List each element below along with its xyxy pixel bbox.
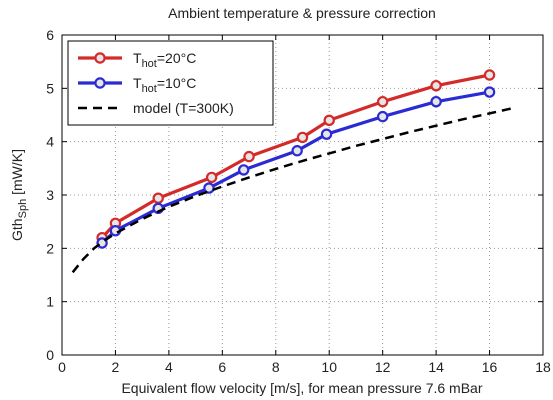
chart-title: Ambient temperature & pressure correctio… <box>168 5 436 21</box>
legend-label-rest: =10°C <box>157 75 196 91</box>
legend-label-0: Thot=20°C <box>133 50 196 70</box>
plot-area <box>61 34 544 356</box>
y-axis-label: GthSph [mW/K] <box>9 149 29 241</box>
legend-label-1: Thot=10°C <box>133 75 196 95</box>
x-tick-label: 10 <box>321 359 337 375</box>
series-point-0 <box>430 79 442 92</box>
series-point-1 <box>320 128 333 140</box>
x-tick-label: 14 <box>428 359 444 375</box>
y-axis-label-main: Gth <box>9 218 25 241</box>
y-axis-label-unit: [mW/K] <box>9 149 25 199</box>
series-point-0 <box>483 69 496 81</box>
y-tick-label: 5 <box>46 80 54 96</box>
series-point-1 <box>376 110 389 123</box>
x-tick-label: 6 <box>218 359 226 375</box>
x-tick-label: 18 <box>535 359 551 375</box>
series-point-1 <box>238 164 250 176</box>
series-point-0 <box>296 131 309 144</box>
legend-marker-0 <box>94 52 106 64</box>
x-tick-label: 12 <box>375 359 391 375</box>
series-line-0 <box>100 73 490 239</box>
series-line-1 <box>101 90 490 245</box>
x-axis-label: Equivalent flow velocity [m/s], for mean… <box>121 380 482 396</box>
series-point-0 <box>323 114 335 127</box>
y-tick-label: 2 <box>46 240 54 256</box>
legend-label-2: model (T=300K) <box>133 100 234 116</box>
series-layer <box>71 69 512 274</box>
y-tick-label: 6 <box>46 27 54 43</box>
y-tick-label: 3 <box>46 187 54 203</box>
series-point-0 <box>152 192 164 204</box>
series-point-1 <box>430 95 442 108</box>
series-line-2 <box>71 107 512 274</box>
legend-label-rest: =20°C <box>157 50 196 66</box>
y-tick-label: 0 <box>46 347 54 363</box>
series-point-1 <box>291 145 303 157</box>
legend-label-main: T <box>133 75 142 91</box>
legend-label-sub: hot <box>142 58 157 70</box>
y-tick-labels: 0 1 2 3 4 5 6 <box>46 27 54 363</box>
x-tick-labels: 0 2 4 6 8 10 12 14 16 18 <box>58 359 551 375</box>
x-tick-label: 16 <box>482 359 498 375</box>
series-point-0 <box>243 150 255 163</box>
series-point-0 <box>205 171 218 184</box>
series-point-1 <box>483 86 496 98</box>
series-point-1 <box>203 182 215 194</box>
legend-label-sub: hot <box>142 83 157 95</box>
axis-ticks <box>61 34 544 356</box>
legend-label-main: model (T=300K) <box>133 100 234 116</box>
y-tick-label: 4 <box>46 134 54 150</box>
x-tick-label: 0 <box>58 359 66 375</box>
legend-marker-1 <box>94 77 106 89</box>
y-tick-label: 1 <box>46 294 54 310</box>
y-axis-label-sub: Sph <box>17 199 29 219</box>
x-tick-label: 2 <box>112 359 120 375</box>
x-tick-label: 4 <box>165 359 173 375</box>
legend-label-main: T <box>133 50 142 66</box>
x-tick-label: 8 <box>272 359 280 375</box>
series-point-0 <box>376 95 389 108</box>
